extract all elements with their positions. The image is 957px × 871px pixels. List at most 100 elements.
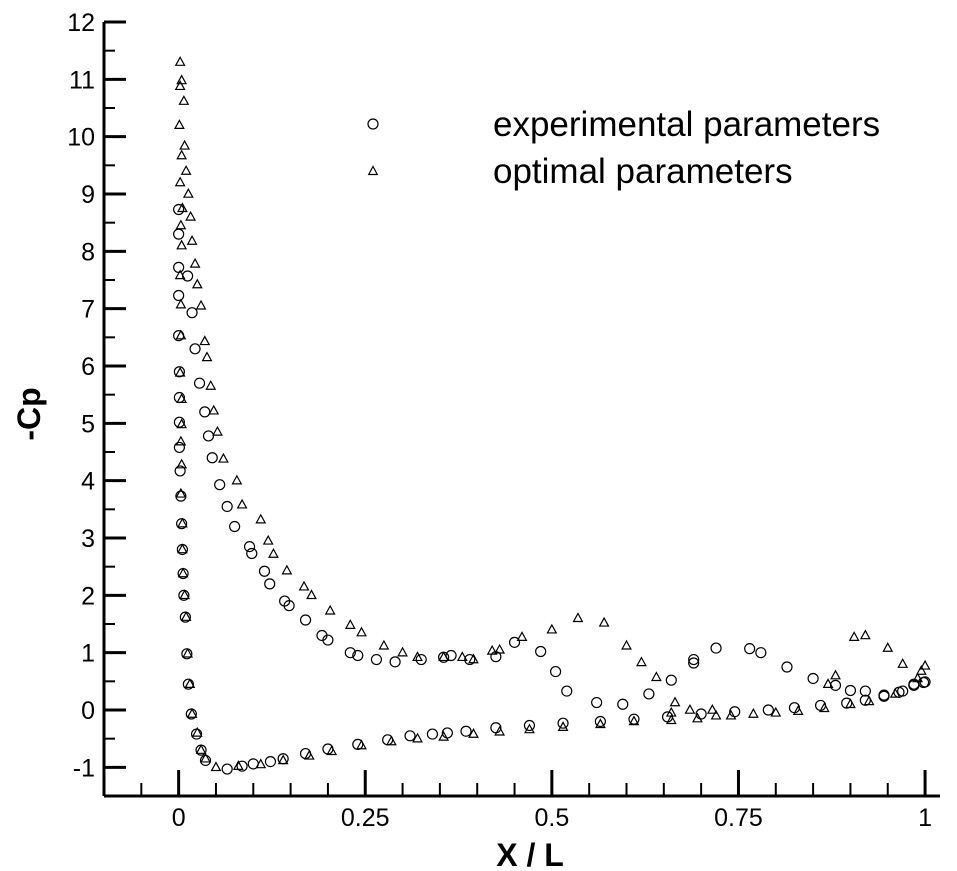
data-point-experimental <box>173 366 185 378</box>
data-point-experimental <box>264 578 276 590</box>
data-point-optimal <box>859 629 871 640</box>
data-point-optimal <box>486 644 498 655</box>
data-point-experimental <box>178 589 190 601</box>
data-point-experimental <box>344 647 356 659</box>
data-point-optimal <box>830 669 841 680</box>
data-point-optimal <box>174 269 186 280</box>
data-point-experimental <box>814 699 827 712</box>
data-point-experimental <box>744 643 756 655</box>
data-point-optimal <box>822 678 834 689</box>
data-point-optimal <box>179 589 191 600</box>
data-point-optimal <box>201 351 213 362</box>
data-point-experimental <box>299 614 312 626</box>
data-point-optimal <box>324 604 336 615</box>
data-point-experimental <box>182 678 194 690</box>
data-point-optimal <box>494 725 506 736</box>
data-point-optimal <box>524 723 535 734</box>
data-point-optimal <box>412 732 423 743</box>
data-point-experimental <box>665 674 677 686</box>
x-ticks: 0 0.25 0.5 0.75 1 <box>140 770 932 832</box>
data-point-experimental <box>176 518 188 530</box>
data-point-optimal <box>189 257 201 268</box>
data-point-optimal <box>175 487 187 498</box>
data-point-optimal <box>173 119 185 129</box>
data-point-experimental <box>173 441 185 454</box>
data-point-optimal <box>665 706 677 717</box>
data-point-experimental <box>221 500 233 513</box>
data-point-optimal <box>863 695 875 706</box>
data-point-experimental <box>173 203 185 216</box>
data-point-optimal <box>208 404 220 415</box>
data-point-experimental <box>352 649 364 662</box>
data-point-experimental <box>175 490 187 502</box>
data-point-experimental <box>695 708 707 720</box>
data-point-optimal <box>572 612 584 623</box>
markers <box>173 56 931 775</box>
data-point-optimal <box>176 74 188 85</box>
data-point-optimal <box>557 721 569 732</box>
data-point-experimental <box>523 719 536 732</box>
data-point-optimal <box>195 299 207 310</box>
data-point-experimental <box>688 657 700 669</box>
data-point-optimal <box>179 139 191 150</box>
data-point-optimal <box>218 452 229 463</box>
data-point-optimal <box>326 745 338 756</box>
data-point-experimental <box>859 694 871 706</box>
data-point-experimental <box>710 642 722 654</box>
data-point-experimental <box>322 634 334 646</box>
legend-label-experimental: experimental parameters <box>493 105 880 144</box>
data-point-optimal <box>175 219 187 230</box>
data-point-experimental <box>221 763 233 775</box>
data-point-experimental <box>561 685 573 697</box>
data-point-optimal <box>186 707 198 718</box>
y-tick-label: 2 <box>81 582 95 610</box>
data-point-optimal <box>182 187 194 198</box>
data-point-optimal <box>255 513 267 524</box>
data-point-optimal <box>516 631 528 641</box>
data-point-optimal <box>231 474 243 485</box>
data-point-optimal <box>897 658 909 668</box>
data-point-experimental <box>174 465 186 477</box>
data-point-experimental <box>181 648 193 660</box>
data-point-experimental <box>243 540 256 553</box>
data-point-optimal <box>845 698 856 709</box>
data-point-experimental <box>189 343 201 355</box>
data-point-optimal <box>175 329 187 340</box>
data-point-optimal <box>818 702 830 713</box>
data-point-optimal <box>412 651 423 662</box>
axes <box>102 22 940 798</box>
data-point-optimal <box>628 715 640 726</box>
data-point-experimental <box>283 600 295 612</box>
data-point-optimal <box>180 165 192 175</box>
data-point-experimental <box>549 665 562 678</box>
data-point-optimal <box>378 639 390 650</box>
data-point-optimal <box>175 435 187 446</box>
data-point-optimal <box>882 642 894 652</box>
data-point-experimental <box>762 704 774 716</box>
x-tick-label: 0.75 <box>714 804 763 832</box>
x-tick-label: 1 <box>918 804 932 832</box>
data-point-experimental <box>389 656 401 668</box>
data-point-optimal <box>912 672 924 683</box>
data-point-optimal <box>747 707 759 718</box>
data-point-optimal <box>199 335 211 346</box>
data-point-experimental <box>182 270 194 282</box>
y-tick-label: 9 <box>81 181 95 209</box>
data-point-optimal <box>915 664 927 675</box>
data-point-experimental <box>186 307 198 319</box>
data-point-optimal <box>792 705 804 715</box>
data-point-optimal <box>176 517 188 528</box>
y-tick-label: 1 <box>81 640 95 668</box>
data-point-optimal <box>176 393 188 404</box>
data-point-optimal <box>184 678 196 689</box>
data-point-experimental <box>202 430 215 442</box>
data-point-experimental <box>908 678 920 690</box>
data-point-optimal <box>255 758 267 769</box>
data-point-experimental <box>352 738 364 751</box>
y-tick-label: 0 <box>81 697 95 725</box>
data-point-optimal <box>494 643 506 654</box>
data-point-optimal <box>298 580 310 591</box>
legend-marker-experimental <box>367 118 379 130</box>
data-point-experimental <box>460 725 472 737</box>
